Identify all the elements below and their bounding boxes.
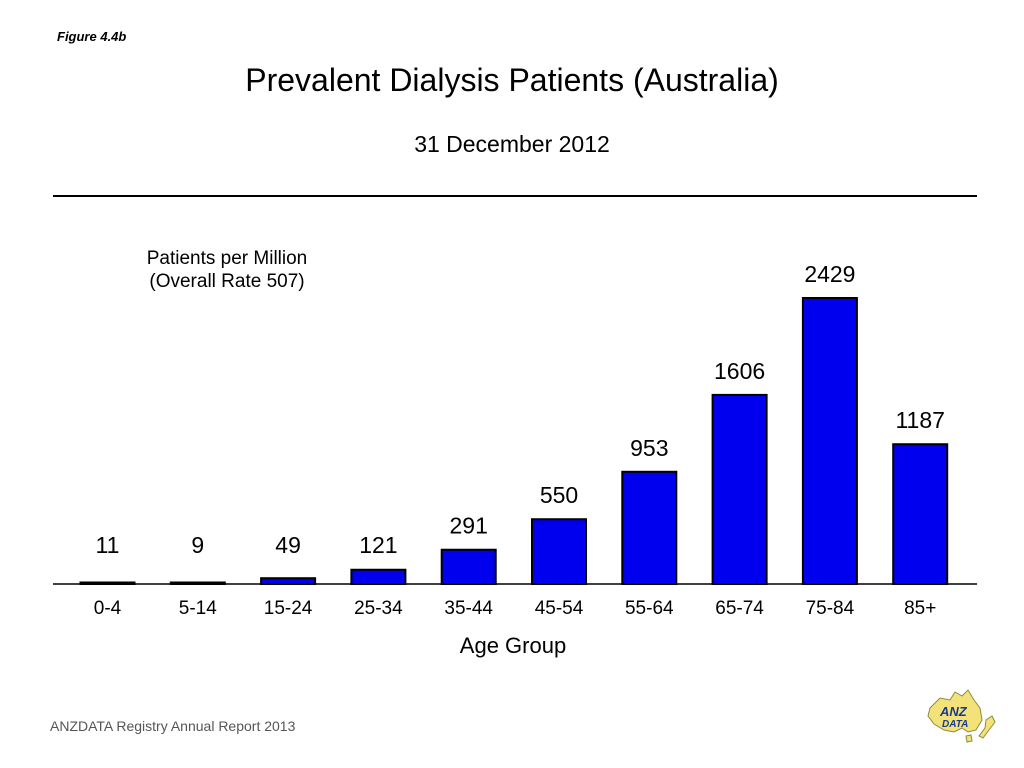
bar-25-34	[350, 568, 407, 586]
data-label: 121	[359, 532, 397, 558]
data-label: 550	[540, 482, 578, 508]
footer-text: ANZDATA Registry Annual Report 2013	[50, 718, 296, 734]
new-zealand-icon	[978, 715, 996, 739]
chart-subtitle: 31 December 2012	[414, 131, 610, 157]
logo-text-bottom: DATA	[942, 719, 968, 730]
x-tick-label: 25-34	[354, 598, 403, 619]
x-tick-label: 75-84	[806, 598, 855, 619]
x-tick-label: 0-4	[94, 598, 122, 619]
x-tick-labels: 0-4 5-14 15-24 25-34 35-44 45-54 55-64 65-74 75-…	[94, 598, 937, 619]
data-label: 1187	[895, 407, 944, 433]
data-label: 1606	[714, 358, 765, 384]
bar-55-64	[621, 470, 678, 585]
chart-title: Prevalent Dialysis Patients (Australia)	[245, 62, 779, 98]
bar-85+	[892, 443, 949, 585]
data-label: 49	[275, 532, 301, 558]
bar-35-44	[440, 548, 497, 585]
anzdata-logo: ANZ DATA	[927, 689, 996, 743]
x-tick-label: 5-14	[179, 598, 217, 619]
x-tick-label: 85+	[904, 598, 936, 619]
x-tick-label: 15-24	[264, 598, 313, 619]
bars-group	[79, 297, 949, 586]
logo-text-top: ANZ	[939, 704, 968, 719]
x-tick-label: 45-54	[535, 598, 584, 619]
data-label: 11	[96, 532, 120, 558]
x-axis-label: Age Group	[460, 633, 566, 658]
header-divider	[53, 195, 977, 197]
x-tick-label: 55-64	[625, 598, 674, 619]
data-label: 2429	[804, 261, 855, 287]
tasmania-icon	[965, 734, 973, 743]
y-axis-label-line1: Patients per Million	[147, 248, 308, 269]
data-label: 291	[450, 513, 488, 539]
bar-65-74	[711, 393, 768, 585]
figure-label: Figure 4.4b	[57, 29, 127, 44]
bar-15-24	[260, 577, 317, 585]
y-axis-label-line2: (Overall Rate 507)	[149, 271, 304, 292]
x-tick-label: 65-74	[715, 598, 764, 619]
australia-map-icon	[927, 689, 983, 733]
data-labels: 11 9 49 121 291 550 953 1606 2429 1187	[96, 261, 945, 558]
data-label: 9	[191, 532, 204, 558]
bar-chart: 0-4 5-14 15-24 25-34 35-44 45-54 55-64 65-74 75-…	[53, 248, 977, 658]
bar-45-54	[531, 518, 587, 586]
x-tick-label: 35-44	[444, 598, 493, 619]
bar-75-84	[801, 297, 858, 585]
data-label: 953	[630, 435, 668, 461]
